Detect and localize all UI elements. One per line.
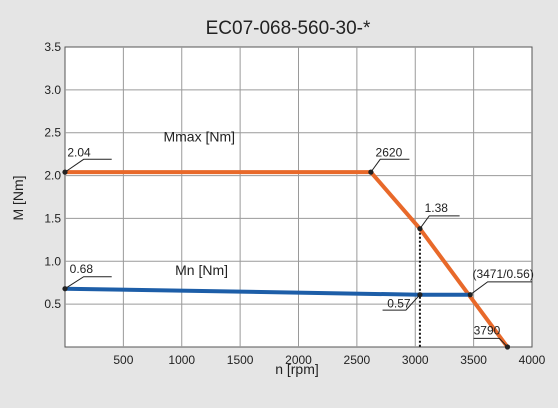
y-tick-label: 2.0 <box>44 169 61 183</box>
annotation-label: 2620 <box>376 145 403 159</box>
y-tick-label: 3.0 <box>44 83 61 97</box>
annotation-leader <box>382 294 421 311</box>
y-tick-label: 3.5 <box>44 40 61 54</box>
annotation-label: 0.57 <box>387 296 411 310</box>
x-tick-label: 500 <box>113 353 133 367</box>
annotation-leader <box>469 281 532 296</box>
annotations: 2.04 2620 1.38 0.68 0.57 (3471/0.56) 3790 <box>64 145 534 348</box>
x-tick-label: 3500 <box>460 353 487 367</box>
y-tick-label: 1.0 <box>44 254 61 268</box>
x-tick-label: 3000 <box>402 353 429 367</box>
annotation-label: 2.04 <box>67 145 91 159</box>
x-tick-label: 1000 <box>168 353 195 367</box>
grid <box>65 47 532 347</box>
x-axis-label: n [rpm] <box>275 361 319 377</box>
annotation-leader <box>64 276 112 290</box>
annotation-leader <box>419 215 460 230</box>
y-axis-label: M [Nm] <box>10 175 26 220</box>
annotation-leader <box>64 158 112 173</box>
x-tick-label: 2500 <box>344 353 371 367</box>
series-label: Mn [Nm] <box>175 262 228 278</box>
annotation-leader <box>473 337 508 348</box>
annotation-label: 1.38 <box>425 201 449 215</box>
y-tick-labels: 0.5 1.0 1.5 2.0 2.5 3.0 3.5 <box>44 40 61 311</box>
annotation-label: 0.68 <box>70 262 94 276</box>
series-label: Mmax [Nm] <box>163 128 235 144</box>
x-tick-label: 1500 <box>227 353 254 367</box>
x-tick-labels: 500 1000 1500 2000 2500 3000 3500 4000 <box>113 353 545 367</box>
y-tick-label: 0.5 <box>44 297 61 311</box>
series-line <box>65 170 510 349</box>
annotation-leader <box>370 158 410 173</box>
y-tick-label: 2.5 <box>44 126 61 140</box>
y-tick-label: 1.5 <box>44 211 61 225</box>
chart-title: EC07-068-560-30-* <box>206 18 371 39</box>
annotation-label: 3790 <box>474 324 501 338</box>
x-tick-label: 2000 <box>285 353 312 367</box>
x-tick-label: 4000 <box>519 353 546 367</box>
annotation-label: (3471/0.56) <box>472 267 533 281</box>
series-labels: Mmax [Nm] Mn [Nm] <box>163 128 235 278</box>
